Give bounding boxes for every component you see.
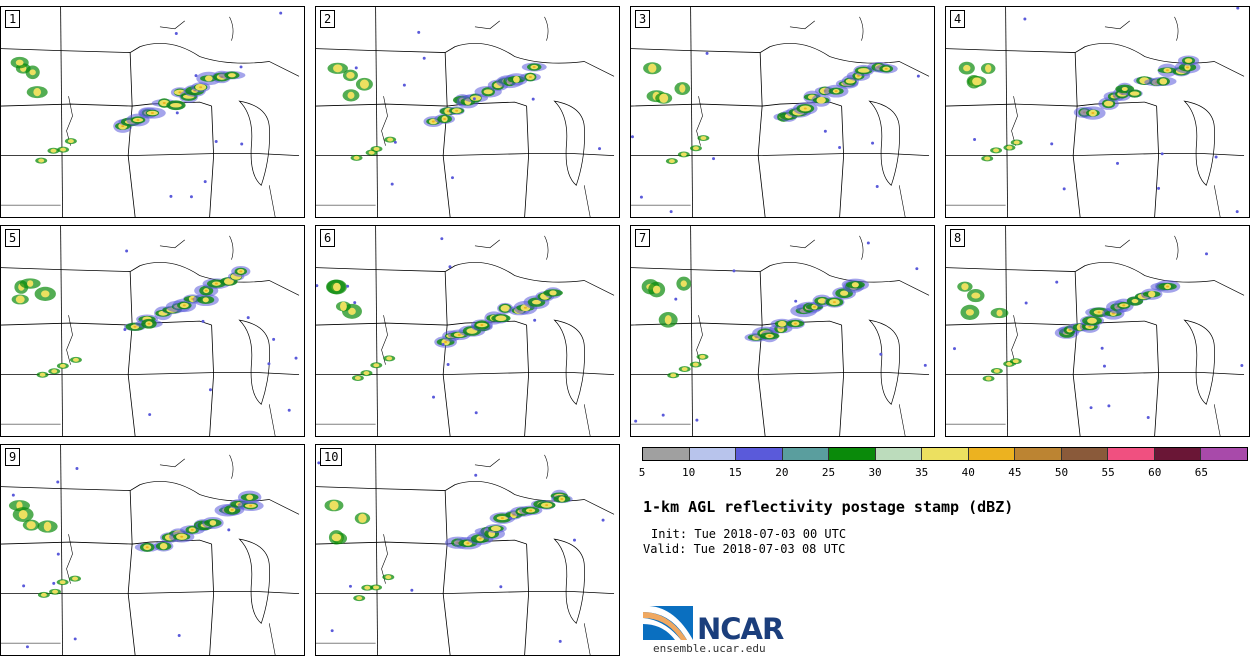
colorbar-tick-label: 35 [915, 466, 929, 479]
member-panel-1: 1 [0, 6, 305, 218]
colorbar-segment [829, 448, 876, 460]
colorbar [642, 447, 1248, 461]
colorbar-segment [1201, 448, 1247, 460]
ncar-logo-icon [643, 605, 693, 640]
colorbar-tick-label: 30 [868, 466, 882, 479]
colorbar-segment [782, 448, 830, 460]
colorbar-segment [689, 448, 737, 460]
member-panel-2: 2 [315, 6, 620, 218]
member-panel-9: 9 [0, 444, 305, 656]
member-panel-5: 5 [0, 225, 305, 437]
colorbar-tick-label: 5 [638, 466, 646, 479]
reflectivity-map [631, 226, 930, 436]
member-panel-8: 8 [945, 225, 1250, 437]
reflectivity-map [946, 7, 1245, 217]
member-panel-6: 6 [315, 225, 620, 437]
colorbar-tick-label: 55 [1101, 466, 1115, 479]
colorbar-segment [875, 448, 923, 460]
site-url: ensemble.ucar.edu [653, 642, 766, 655]
reflectivity-map [316, 226, 615, 436]
reflectivity-map [316, 7, 615, 217]
member-label: 7 [635, 229, 651, 247]
reflectivity-map [1, 7, 300, 217]
colorbar-segment [736, 448, 783, 460]
colorbar-tick-label: 20 [775, 466, 789, 479]
member-label: 5 [5, 229, 21, 247]
colorbar-segment [922, 448, 969, 460]
colorbar-tick-label: 15 [728, 466, 742, 479]
plot-title: 1-km AGL reflectivity postage stamp (dBZ… [643, 498, 1014, 516]
member-label: 3 [635, 10, 651, 28]
colorbar-segment [1154, 448, 1202, 460]
colorbar-tick-label: 25 [821, 466, 836, 479]
colorbar-tick-label: 40 [961, 466, 975, 479]
reflectivity-map [1, 226, 300, 436]
member-label: 9 [5, 448, 21, 466]
colorbar-tick-label: 60 [1148, 466, 1162, 479]
valid-time: Valid: Tue 2018-07-03 08 UTC [643, 542, 846, 556]
member-label: 6 [320, 229, 336, 247]
member-label: 10 [320, 448, 343, 466]
colorbar-tick-label: 45 [1008, 466, 1022, 479]
member-panel-3: 3 [630, 6, 935, 218]
colorbar-segment [643, 448, 690, 460]
member-panel-4: 4 [945, 6, 1250, 218]
colorbar-segment [968, 448, 1016, 460]
colorbar-tick-label: 65 [1194, 466, 1208, 479]
member-label: 1 [5, 10, 21, 28]
member-label: 2 [320, 10, 336, 28]
reflectivity-map [1, 445, 300, 655]
reflectivity-map [631, 7, 930, 217]
colorbar-tick-label: 10 [681, 466, 696, 479]
member-label: 8 [950, 229, 966, 247]
colorbar-segment [1015, 448, 1062, 460]
member-panel-10: 10 [315, 444, 620, 656]
member-label: 4 [950, 10, 966, 28]
colorbar-tick-label: 50 [1054, 466, 1069, 479]
member-panel-7: 7 [630, 225, 935, 437]
ncar-logo-text: NCAR [697, 612, 784, 646]
reflectivity-map [946, 226, 1245, 436]
colorbar-ticks: 5 10 15 20 25 30 35 40 45 50 55 60 65 [638, 466, 1248, 482]
colorbar-segment [1061, 448, 1109, 460]
init-time: Init: Tue 2018-07-03 00 UTC [651, 527, 847, 541]
reflectivity-map [316, 445, 615, 655]
colorbar-segment [1108, 448, 1155, 460]
